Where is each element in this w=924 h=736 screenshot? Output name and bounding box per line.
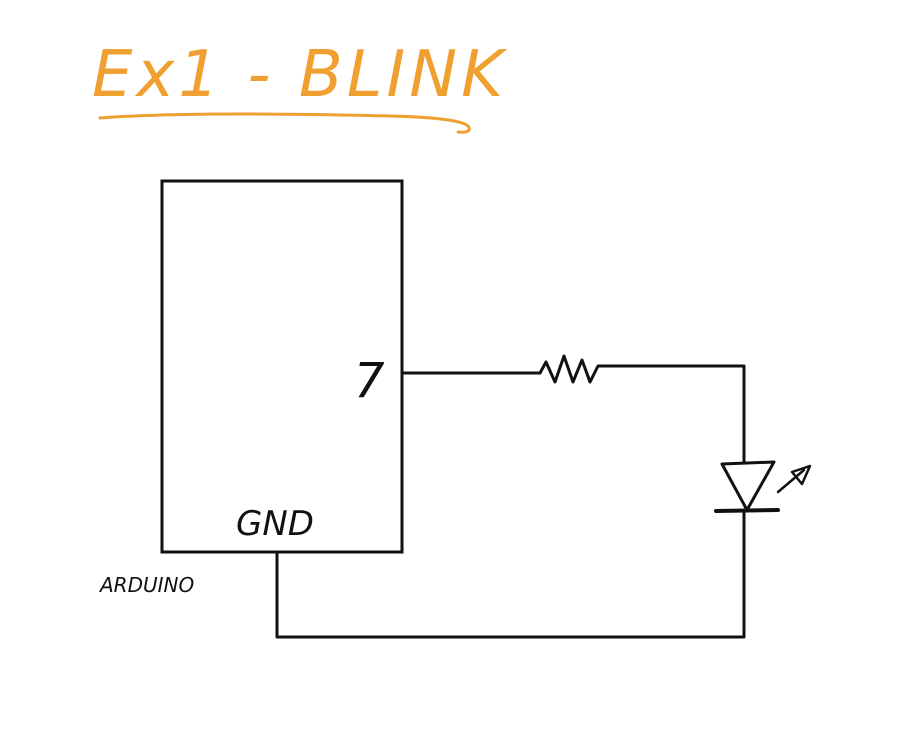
title-underline — [98, 112, 471, 134]
arduino-label: ARDUINO — [98, 573, 194, 597]
led-triangle — [720, 460, 776, 512]
led-light-arrow-icon — [776, 464, 812, 494]
arduino-board — [160, 179, 404, 554]
wire-led-to-gnd — [275, 509, 746, 639]
wire-resistor-to-led — [602, 364, 746, 464]
resistor-symbol — [538, 354, 606, 384]
gnd-label: GND — [236, 504, 314, 544]
led-bar — [714, 508, 780, 513]
page-title: Ex1 - BLINK — [92, 38, 508, 112]
pin-7-label: 7 — [354, 353, 385, 409]
